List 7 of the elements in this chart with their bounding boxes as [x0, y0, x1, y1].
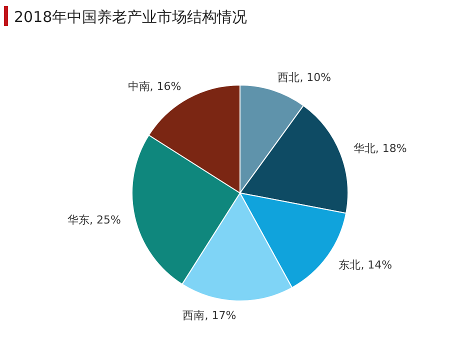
- slice-label: 西南, 17%: [182, 308, 236, 322]
- slice-label: 西北, 10%: [278, 70, 332, 84]
- slice-label: 中南, 16%: [128, 80, 182, 93]
- slice-label: 华北, 18%: [353, 142, 407, 155]
- chart-title: 2018年中国养老产业市场结构情况: [14, 8, 248, 26]
- slice-label: 东北, 14%: [338, 258, 392, 272]
- slice-label: 华东, 25%: [67, 213, 121, 226]
